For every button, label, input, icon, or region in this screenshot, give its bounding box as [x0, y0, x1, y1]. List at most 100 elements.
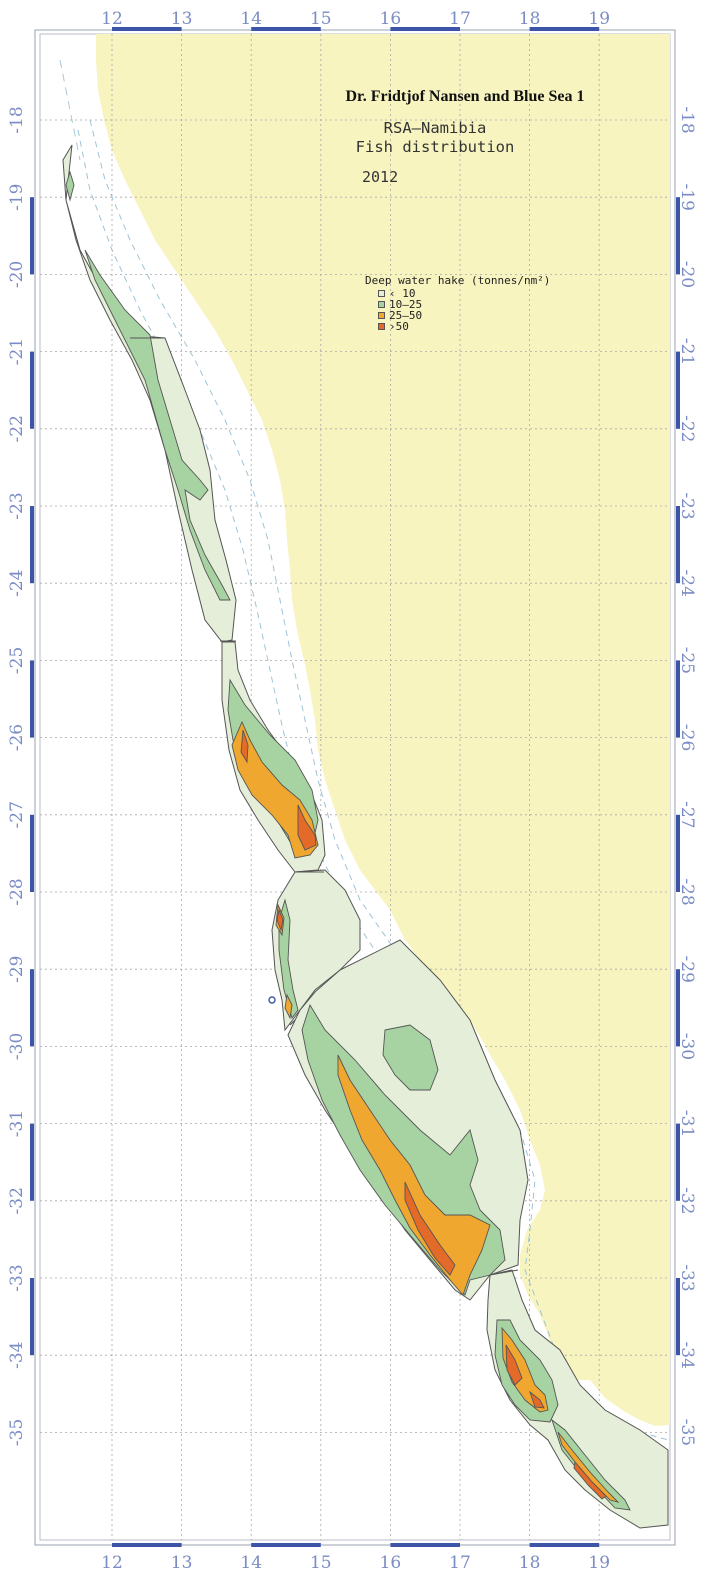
lon-tick-label-top: 13	[171, 9, 193, 29]
lon-tick-label-top: 12	[101, 9, 123, 29]
lat-tick-label-left: -32	[7, 1187, 27, 1214]
lat-tick-label-right: -19	[677, 184, 697, 211]
lat-tick-label-left: -18	[7, 106, 27, 133]
lat-tick-label-right: -22	[677, 415, 697, 442]
lat-tick-label-left: -25	[7, 647, 27, 674]
legend-title: Deep water hake (tonnes/nm²)	[365, 274, 551, 287]
lon-scale-bar-bottom	[390, 1543, 460, 1547]
lat-tick-label-right: -35	[677, 1419, 697, 1446]
lon-scale-bar-top	[390, 27, 460, 31]
lat-tick-label-right: -30	[677, 1033, 697, 1060]
lat-tick-label-right: -26	[677, 724, 697, 751]
lon-tick-label-bottom: 15	[310, 1553, 332, 1573]
lon-tick-label-top: 18	[519, 9, 541, 29]
lat-scale-bar-right	[676, 660, 680, 738]
lat-tick-label-right: -23	[677, 492, 697, 519]
lat-tick-label-left: -26	[7, 724, 27, 751]
lat-scale-bar-left	[30, 814, 34, 892]
lat-tick-label-left: -35	[7, 1419, 27, 1446]
lon-scale-bar-top	[529, 27, 600, 31]
lon-tick-label-bottom: 19	[588, 1553, 610, 1573]
depth-contour	[59, 59, 81, 161]
lat-tick-label-right: -27	[677, 801, 697, 828]
legend-label: ‹ 10	[389, 287, 416, 300]
lat-tick-label-left: -29	[7, 956, 27, 983]
legend-label: ›50	[389, 320, 409, 333]
legend-item-lt10: ‹ 10	[378, 288, 550, 299]
lat-tick-label-left: -31	[7, 1110, 27, 1137]
lat-tick-label-right: -25	[677, 647, 697, 674]
lon-tick-label-bottom: 18	[519, 1553, 541, 1573]
lat-tick-label-right: -18	[677, 106, 697, 133]
lon-tick-label-top: 15	[310, 9, 332, 29]
legend-label: 25–50	[389, 309, 423, 322]
legend-swatch	[378, 323, 385, 330]
legend: Deep water hake (tonnes/nm²) ‹ 10 10–25 …	[365, 274, 550, 332]
lat-tick-label-left: -27	[7, 801, 27, 828]
legend-item-10-25: 10–25	[378, 299, 550, 310]
lon-tick-label-bottom: 13	[171, 1553, 193, 1573]
density-25-50-areas	[231, 720, 620, 1503]
legend-swatch	[378, 290, 385, 297]
lat-scale-bar-right	[676, 1278, 680, 1356]
lat-scale-bar-left	[30, 1278, 34, 1356]
lat-tick-label-left: -34	[7, 1342, 27, 1369]
lat-scale-bar-right	[676, 814, 680, 892]
density-gt50-areas	[240, 729, 607, 1500]
lat-tick-label-right: -31	[677, 1110, 697, 1137]
lat-scale-bar-left	[30, 660, 34, 738]
map-title: Dr. Fridtjof Nansen and Blue Sea 1	[345, 88, 585, 105]
lat-scale-bar-right	[676, 506, 680, 584]
lat-scale-bar-right	[676, 351, 680, 429]
lon-scale-bar-bottom	[251, 1543, 321, 1547]
lat-scale-bar-right	[676, 197, 680, 275]
legend-swatch	[378, 312, 385, 319]
lon-tick-label-top: 16	[380, 9, 402, 29]
lon-tick-label-top: 19	[588, 9, 610, 29]
lat-tick-label-left: -20	[7, 261, 27, 288]
lon-scale-bar-bottom	[529, 1543, 600, 1547]
lon-tick-label-bottom: 16	[380, 1553, 402, 1573]
lon-tick-label-bottom: 14	[240, 1553, 262, 1573]
lat-scale-bar-left	[30, 197, 34, 275]
map-subtitle-line1: RSA–Namibia	[383, 119, 487, 137]
lat-tick-label-right: -21	[677, 338, 697, 365]
legend-item-25-50: 25–50	[378, 310, 550, 321]
lon-tick-label-top: 14	[240, 9, 262, 29]
lon-scale-bar-top	[112, 27, 182, 31]
lon-scale-bar-bottom	[112, 1543, 182, 1547]
lat-scale-bar-left	[30, 1123, 34, 1201]
legend-item-gt50: ›50	[378, 321, 550, 332]
lat-tick-label-right: -32	[677, 1187, 697, 1214]
map-subtitle-line2: Fish distribution	[355, 138, 515, 156]
survey-station-marker	[268, 996, 276, 1004]
land-area	[96, 34, 670, 1426]
lon-tick-label-top: 17	[449, 9, 471, 29]
lat-tick-label-right: -24	[677, 570, 697, 597]
lat-scale-bar-left	[30, 351, 34, 429]
lon-tick-label-bottom: 17	[449, 1553, 471, 1573]
map-axes: 12 12 13 13 14 14 15 15 16 16 17 17 18 18 19 19 -18 -18 -1…	[7, 9, 697, 1573]
lat-scale-bar-left	[30, 969, 34, 1047]
lat-scale-bar-right	[676, 1123, 680, 1201]
coordinate-grid	[40, 34, 670, 1540]
lat-tick-label-right: -28	[677, 878, 697, 905]
legend-swatch	[378, 301, 385, 308]
lat-tick-label-left: -23	[7, 492, 27, 519]
lat-tick-label-right: -29	[677, 956, 697, 983]
map-subtitle: RSA–Namibia Fish distribution	[330, 119, 540, 157]
lat-scale-bar-right	[676, 969, 680, 1047]
lat-scale-bar-left	[30, 506, 34, 584]
lat-tick-label-left: -28	[7, 878, 27, 905]
survey-year: 2012	[362, 168, 399, 186]
lat-tick-label-left: -24	[7, 570, 27, 597]
lat-tick-label-left: -21	[7, 338, 27, 365]
legend-label: 10–25	[389, 298, 423, 311]
stratum-boundaries	[130, 337, 519, 1276]
depth-contour	[89, 119, 669, 1441]
lat-tick-label-left: -19	[7, 184, 27, 211]
lat-tick-label-right: -33	[677, 1264, 697, 1291]
lat-tick-label-left: -22	[7, 415, 27, 442]
lat-tick-label-right: -20	[677, 261, 697, 288]
